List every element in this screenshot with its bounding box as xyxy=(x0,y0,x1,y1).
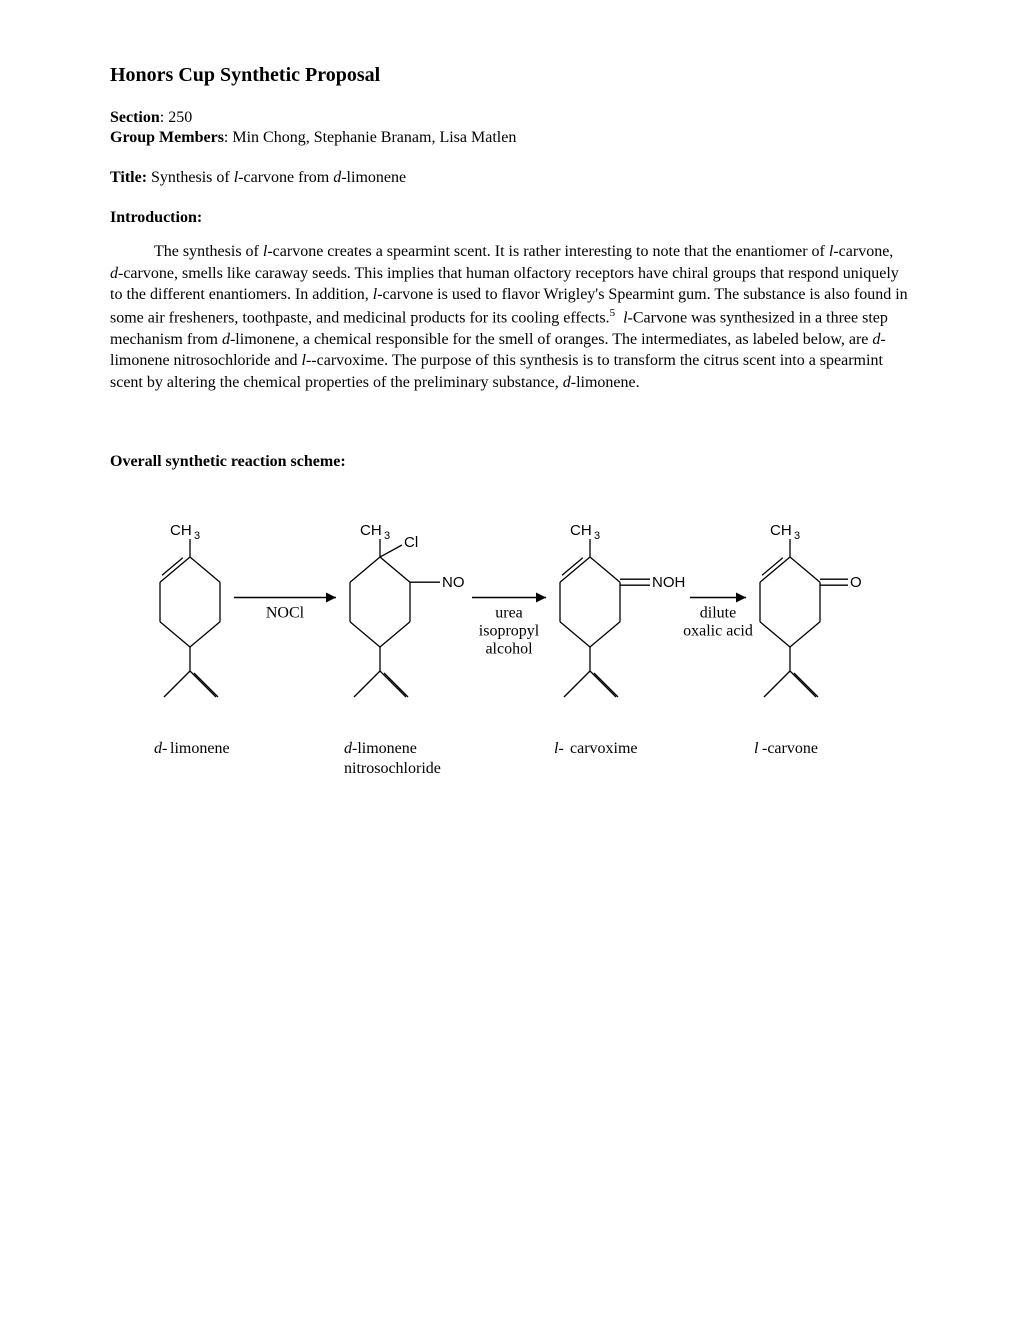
title-label: Title: xyxy=(110,169,147,186)
svg-text:3: 3 xyxy=(194,530,200,542)
section-line: Section: 250 xyxy=(110,109,910,127)
section-value: : 250 xyxy=(160,109,192,126)
svg-text:CH: CH xyxy=(570,522,592,539)
svg-text:-limonene: -limonene xyxy=(352,740,417,757)
svg-text:nitrosochloride: nitrosochloride xyxy=(344,760,441,777)
svg-text:urea: urea xyxy=(495,605,523,622)
svg-text:3: 3 xyxy=(794,530,800,542)
svg-text:CH: CH xyxy=(170,522,192,539)
svg-text:oxalic acid: oxalic acid xyxy=(683,623,753,640)
scheme-heading: Overall synthetic reaction scheme: xyxy=(110,453,910,471)
svg-text:dilute: dilute xyxy=(700,605,736,622)
title-line: Title: Synthesis of l-carvone from d-lim… xyxy=(110,169,910,187)
svg-text:alcohol: alcohol xyxy=(485,641,533,658)
svg-text:carvoxime: carvoxime xyxy=(570,740,638,757)
members-value: : Min Chong, Stephanie Branam, Lisa Matl… xyxy=(224,129,516,146)
intro-heading: Introduction: xyxy=(110,209,910,227)
svg-text:isopropyl: isopropyl xyxy=(479,623,540,640)
svg-text:3: 3 xyxy=(384,530,390,542)
page-title: Honors Cup Synthetic Proposal xyxy=(110,64,910,87)
section-label: Section xyxy=(110,109,160,126)
svg-text:O: O xyxy=(850,575,862,592)
members-label: Group Members xyxy=(110,129,224,146)
svg-text:NOH: NOH xyxy=(652,575,685,592)
svg-text:NOCl: NOCl xyxy=(266,605,305,622)
svg-text:d-: d- xyxy=(154,740,167,757)
reaction-scheme: CH3CH3ClNOCH3NOHCH3Od-limonened-limonene… xyxy=(110,507,910,827)
svg-text:CH: CH xyxy=(360,522,382,539)
intro-paragraph: The synthesis of l-carvone creates a spe… xyxy=(110,241,910,393)
svg-text:l: l xyxy=(754,740,759,757)
svg-text:Cl: Cl xyxy=(404,534,418,551)
svg-text:limonene: limonene xyxy=(170,740,230,757)
svg-text:NO: NO xyxy=(442,575,465,592)
svg-text:3: 3 xyxy=(594,530,600,542)
svg-text:-carvone: -carvone xyxy=(762,740,818,757)
members-line: Group Members: Min Chong, Stephanie Bran… xyxy=(110,129,910,147)
svg-text:l-: l- xyxy=(554,740,564,757)
svg-text:CH: CH xyxy=(770,522,792,539)
